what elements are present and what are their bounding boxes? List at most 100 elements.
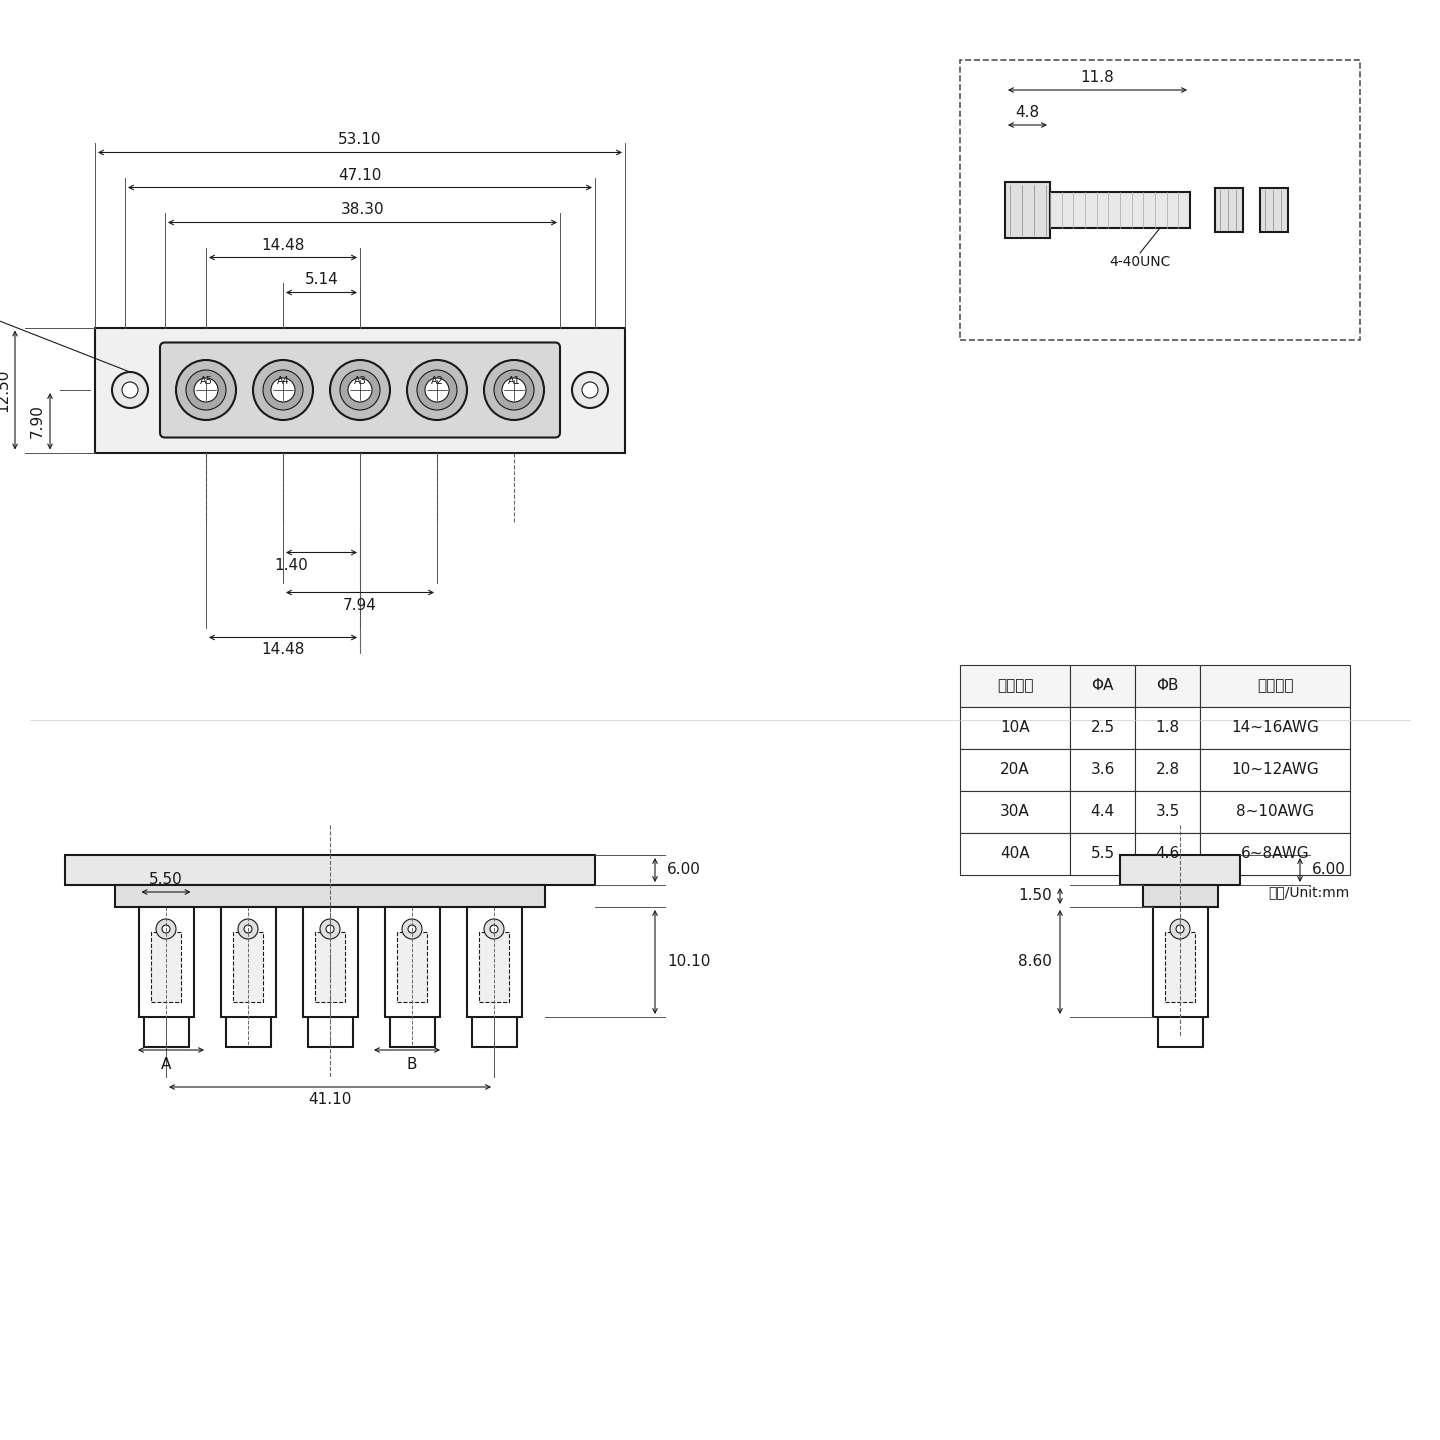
FancyBboxPatch shape	[160, 343, 560, 438]
Circle shape	[271, 377, 295, 402]
Bar	[1152, 907, 1208, 1017]
Bar	[315, 932, 346, 1002]
Circle shape	[186, 370, 226, 410]
Bar	[960, 707, 1070, 749]
Bar	[1070, 707, 1135, 749]
Text: 10~12AWG: 10~12AWG	[1231, 763, 1319, 778]
Bar	[1200, 749, 1351, 791]
Bar	[1070, 665, 1135, 707]
Text: 6~8AWG: 6~8AWG	[1241, 847, 1309, 861]
Circle shape	[238, 919, 258, 939]
Circle shape	[161, 924, 170, 933]
Bar	[1215, 189, 1243, 232]
Text: 20A: 20A	[1001, 763, 1030, 778]
Circle shape	[112, 372, 148, 408]
Text: 40A: 40A	[1001, 847, 1030, 861]
Text: A5: A5	[200, 376, 213, 386]
Text: 12.50: 12.50	[0, 369, 10, 412]
Circle shape	[320, 919, 340, 939]
Circle shape	[264, 370, 302, 410]
Bar	[1135, 665, 1200, 707]
Circle shape	[484, 919, 504, 939]
Bar	[397, 932, 428, 1002]
Circle shape	[408, 924, 416, 933]
Text: 4.4: 4.4	[1090, 805, 1115, 819]
Text: 4.8: 4.8	[1015, 105, 1040, 120]
Text: A2: A2	[431, 376, 444, 386]
Bar	[151, 932, 181, 1002]
Bar	[1135, 832, 1200, 876]
Bar	[1200, 707, 1351, 749]
Text: 38.30: 38.30	[341, 203, 384, 217]
Text: 14~16AWG: 14~16AWG	[1231, 720, 1319, 736]
Text: 单位/Unit:mm: 单位/Unit:mm	[1269, 886, 1351, 899]
Circle shape	[408, 360, 467, 420]
Bar	[233, 932, 264, 1002]
Circle shape	[325, 924, 334, 933]
Bar	[1050, 192, 1189, 228]
Bar	[960, 60, 1359, 340]
Text: 8.60: 8.60	[1018, 955, 1053, 969]
Bar	[960, 832, 1070, 876]
Text: 3.5: 3.5	[1155, 805, 1179, 819]
Bar	[1200, 665, 1351, 707]
Bar	[65, 855, 595, 886]
Circle shape	[572, 372, 608, 408]
Bar	[1165, 932, 1195, 1002]
Bar	[1142, 886, 1217, 907]
Bar	[1070, 832, 1135, 876]
Text: A: A	[161, 1057, 171, 1071]
Circle shape	[494, 370, 534, 410]
Circle shape	[243, 924, 252, 933]
Circle shape	[253, 360, 312, 420]
Text: 14.48: 14.48	[261, 642, 305, 658]
Circle shape	[402, 919, 422, 939]
Bar	[960, 749, 1070, 791]
Bar	[467, 907, 521, 1017]
Text: 11.8: 11.8	[1080, 71, 1115, 85]
Text: 额定电流: 额定电流	[996, 678, 1034, 694]
Text: 4-40UNC: 4-40UNC	[1109, 255, 1171, 269]
Circle shape	[425, 377, 449, 402]
Circle shape	[582, 382, 598, 397]
Text: ΦA: ΦA	[1092, 678, 1113, 694]
Text: 1.50: 1.50	[1018, 888, 1053, 903]
Circle shape	[340, 370, 380, 410]
Bar	[138, 907, 193, 1017]
Text: 7.94: 7.94	[343, 598, 377, 612]
Bar	[384, 907, 439, 1017]
Circle shape	[1176, 924, 1184, 933]
Text: B: B	[406, 1057, 418, 1071]
Circle shape	[194, 377, 217, 402]
Text: 4.6: 4.6	[1155, 847, 1179, 861]
Bar	[1070, 749, 1135, 791]
Text: 41.10: 41.10	[308, 1092, 351, 1107]
Circle shape	[348, 377, 372, 402]
Text: 10.10: 10.10	[667, 955, 710, 969]
Text: 线材规格: 线材规格	[1257, 678, 1293, 694]
Text: 6.00: 6.00	[667, 863, 701, 877]
Circle shape	[122, 382, 138, 397]
Circle shape	[156, 919, 176, 939]
Bar	[1135, 707, 1200, 749]
Bar	[1120, 855, 1240, 886]
Bar	[960, 791, 1070, 832]
Bar	[480, 932, 508, 1002]
Text: 14.48: 14.48	[261, 238, 305, 252]
Text: 53.10: 53.10	[338, 132, 382, 147]
Bar	[302, 907, 357, 1017]
Text: A3: A3	[354, 376, 366, 386]
Bar	[1135, 749, 1200, 791]
Text: A4: A4	[276, 376, 289, 386]
Text: 5.14: 5.14	[305, 272, 338, 288]
Bar	[960, 665, 1070, 707]
Bar	[1135, 791, 1200, 832]
Circle shape	[1169, 919, 1189, 939]
Text: 5.5: 5.5	[1090, 847, 1115, 861]
Text: 2.5: 2.5	[1090, 720, 1115, 736]
Bar	[220, 907, 275, 1017]
Text: 2.8: 2.8	[1155, 763, 1179, 778]
Circle shape	[176, 360, 236, 420]
Text: 1.8: 1.8	[1155, 720, 1179, 736]
Bar	[1260, 189, 1287, 232]
